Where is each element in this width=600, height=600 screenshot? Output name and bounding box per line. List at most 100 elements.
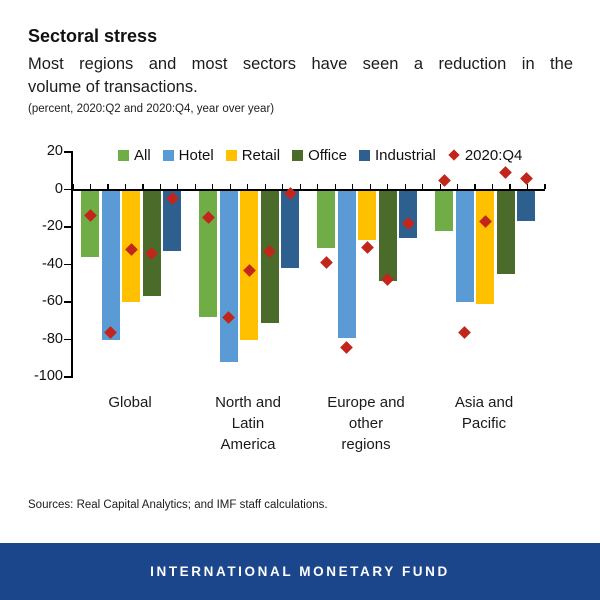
x-axis-tick [474, 183, 476, 189]
y-axis-label: -100 [33, 368, 63, 384]
x-axis-label-0: Global [67, 392, 193, 413]
bar-hotel-2 [337, 190, 356, 338]
x-axis-label-1: North and Latin America [185, 392, 311, 455]
y-axis-tick [64, 376, 73, 378]
legend-item-office: Office [292, 147, 347, 164]
x-axis-tick [299, 183, 301, 189]
unit-note: (percent, 2020:Q2 and 2020:Q4, year over… [28, 103, 275, 115]
x-axis-tick [334, 183, 336, 189]
x-axis-label-3: Asia and Pacific [421, 392, 547, 434]
bar-office-0 [142, 190, 161, 297]
x-axis-tick [369, 183, 371, 189]
legend-label: Hotel [178, 146, 214, 164]
x-axis-tick [282, 183, 284, 189]
legend-item-industrial: Industrial [358, 146, 436, 164]
bar-all-2 [317, 190, 335, 248]
x-axis-label-2: Europe and other regions [303, 392, 429, 455]
bar-all-0 [81, 190, 99, 257]
y-axis-tick [64, 263, 73, 266]
chart-title: Sectoral stress [28, 26, 158, 46]
y-axis-label: -20 [42, 218, 63, 234]
imf-footer-bar: INTERNATIONAL MONETARY FUND [0, 543, 600, 600]
x-axis-label-line: North and [215, 394, 281, 411]
legend-label: Industrial [374, 146, 436, 164]
x-axis-tick [317, 183, 319, 189]
sources-note: Sources: Real Capital Analytics; and IMF… [28, 499, 328, 511]
legend-swatch-industrial [358, 149, 370, 161]
bar-all-3 [435, 190, 453, 231]
q4-marker-hotel-2 [340, 340, 353, 354]
y-axis-tick [64, 188, 73, 191]
x-axis-tick [439, 183, 441, 189]
x-axis-tick [387, 183, 389, 189]
x-axis-tick [422, 183, 424, 189]
x-axis-tick [177, 183, 179, 189]
bar-industrial-0 [163, 190, 181, 252]
legend-swatch-office [292, 149, 304, 161]
legend-item-all: All [118, 147, 151, 164]
y-axis-label: -40 [42, 255, 63, 272]
bar-all-1 [199, 190, 217, 317]
x-axis-label-line: Global [108, 394, 152, 411]
bar-chart: 20 0 -20 -40 -60 -80 -100 Global North and Latin A… [34, 143, 546, 453]
x-axis-tick [404, 183, 406, 189]
chart-header: Sectoral stress Most regions and most se… [28, 26, 573, 115]
chart-legend: All Hotel Retail Office Industrial 2020:Q4 [118, 145, 522, 165]
zero-baseline [73, 188, 545, 191]
bar-office-3 [496, 190, 515, 274]
bar-retail-2 [358, 190, 376, 241]
x-axis-tick [456, 183, 459, 189]
legend-label: Retail [241, 146, 281, 164]
bar-industrial-3 [517, 190, 535, 222]
y-axis-tick [64, 338, 73, 341]
legend-label: Office [308, 146, 347, 164]
x-axis-tick [491, 183, 494, 189]
x-axis-label-line: other [348, 415, 384, 432]
y-axis-label: -80 [42, 330, 63, 347]
legend-label: 2020:Q4 [464, 146, 523, 164]
q4-marker-hotel-3 [458, 325, 471, 339]
y-axis-tick [64, 151, 73, 153]
legend-swatch-hotel [162, 149, 174, 161]
bar-hotel-1 [219, 190, 238, 362]
x-axis-tick [142, 183, 144, 189]
bar-office-2 [378, 190, 397, 282]
x-axis-label-line: Europe and [327, 394, 405, 411]
legend-swatch-retail [225, 149, 237, 161]
legend-label: All [134, 146, 151, 164]
x-axis-tick [526, 183, 529, 189]
legend-item-hotel: Hotel [162, 146, 214, 164]
legend-item-2020q4: 2020:Q4 [448, 146, 523, 164]
x-axis-tick [352, 183, 354, 189]
q4-marker-industrial-3 [519, 171, 533, 185]
q4-marker-office-3 [499, 166, 512, 179]
x-axis-label-line: Pacific [461, 415, 507, 432]
x-axis-label-line: Asia and [454, 394, 514, 411]
x-axis-tick [89, 183, 92, 189]
x-axis-tick [124, 183, 127, 189]
x-axis-tick [544, 183, 546, 189]
imf-footer-text: INTERNATIONAL MONETARY FUND [150, 564, 450, 579]
x-axis-tick [212, 183, 214, 189]
x-axis-tick [194, 183, 196, 189]
bar-hotel-3 [455, 190, 474, 302]
x-axis-tick [264, 183, 266, 189]
y-axis-line [71, 152, 73, 377]
x-axis-tick [107, 183, 109, 189]
chart-subtitle-line2: volume of transactions. [28, 78, 198, 96]
x-axis-tick [229, 183, 231, 189]
legend-swatch-all [118, 149, 129, 161]
x-axis-label-line: Latin [231, 415, 265, 432]
x-axis-tick [159, 183, 161, 189]
y-axis-tick [64, 301, 73, 303]
legend-item-retail: Retail [225, 146, 281, 164]
bar-industrial-1 [281, 190, 299, 269]
x-axis-tick [247, 183, 249, 189]
x-axis-tick [509, 183, 511, 189]
q4-marker-all-2 [319, 256, 333, 269]
bar-hotel-0 [101, 190, 120, 340]
x-axis-label-line: America [220, 436, 276, 453]
bar-retail-3 [476, 190, 494, 304]
x-axis-tick [72, 183, 74, 189]
